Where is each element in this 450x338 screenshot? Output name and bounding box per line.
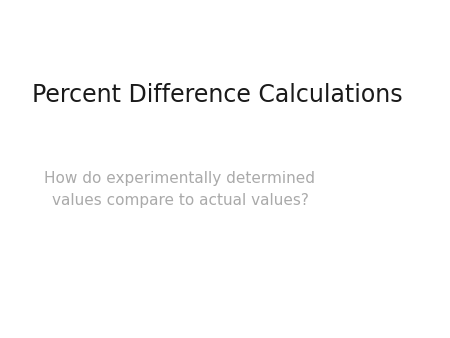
- Text: How do experimentally determined
values compare to actual values?: How do experimentally determined values …: [45, 171, 315, 208]
- Text: Percent Difference Calculations: Percent Difference Calculations: [32, 82, 402, 107]
